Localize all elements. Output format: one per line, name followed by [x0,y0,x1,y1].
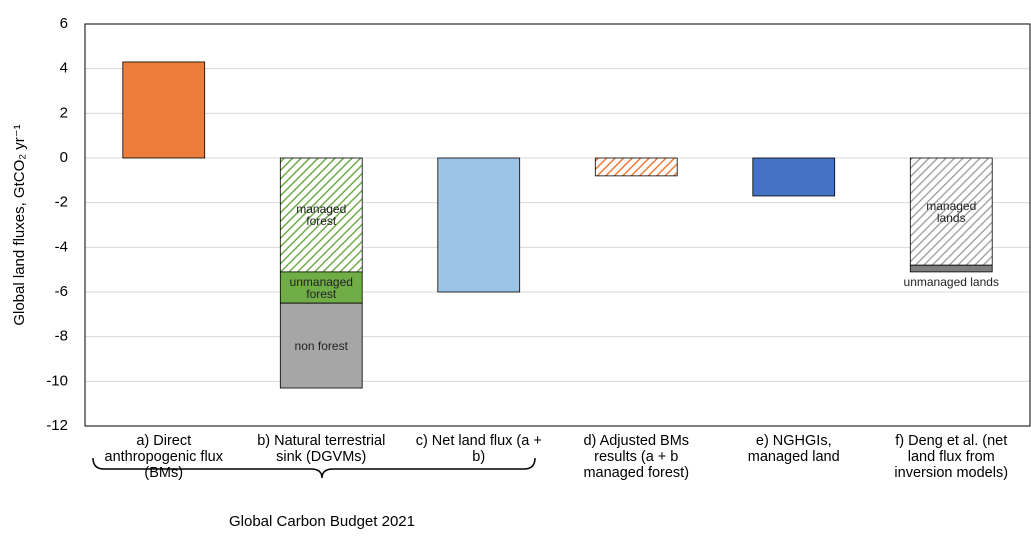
x-tick-label: e) NGHGIs, managed land [747,433,840,465]
y-tick-label: -6 [55,283,68,300]
plot-frame [84,23,1031,427]
bar-segment [909,157,993,266]
segment-label: unmanaged lands [903,274,999,289]
y-tick-label: -8 [55,328,68,345]
segment-label: managed lands [926,198,977,225]
x-tick-label: a) Direct anthropogenic flux (BMs) [104,433,224,481]
y-tick-label: 2 [60,104,68,121]
y-tick-label: 6 [60,15,68,32]
x-tick-label: b) Natural terrestrial sink (DGVMs) [257,433,386,465]
bar-segment [594,157,678,177]
bracket [92,457,536,479]
y-axis-label: Global land fluxes, GtCO₂ yr⁻¹ [11,124,28,325]
y-tick-label: 4 [60,60,68,77]
x-tick-label: c) Net land flux (a + b) [415,433,542,465]
segment-label: non forest [294,338,348,353]
y-tick-label: -10 [46,372,68,389]
y-tick-label: 0 [60,149,68,166]
bracket-label: Global Carbon Budget 2021 [229,513,415,530]
bar-segment [909,264,993,273]
x-tick-label: f) Deng et al. (net land flux from inver… [894,433,1009,481]
bar-segment [279,302,363,389]
y-tick-label: -4 [55,238,68,255]
y-tick-label: -12 [46,417,68,434]
bar-segment [122,61,206,159]
y-tick-label: -2 [55,194,68,211]
bar-segment [279,157,363,273]
segment-label: managed forest [296,201,347,228]
segment-label: unmanaged forest [289,274,353,301]
bar-segment [752,157,836,197]
x-tick-label: d) Adjusted BMs results (a + b managed f… [583,433,690,481]
bar-segment [437,157,521,293]
